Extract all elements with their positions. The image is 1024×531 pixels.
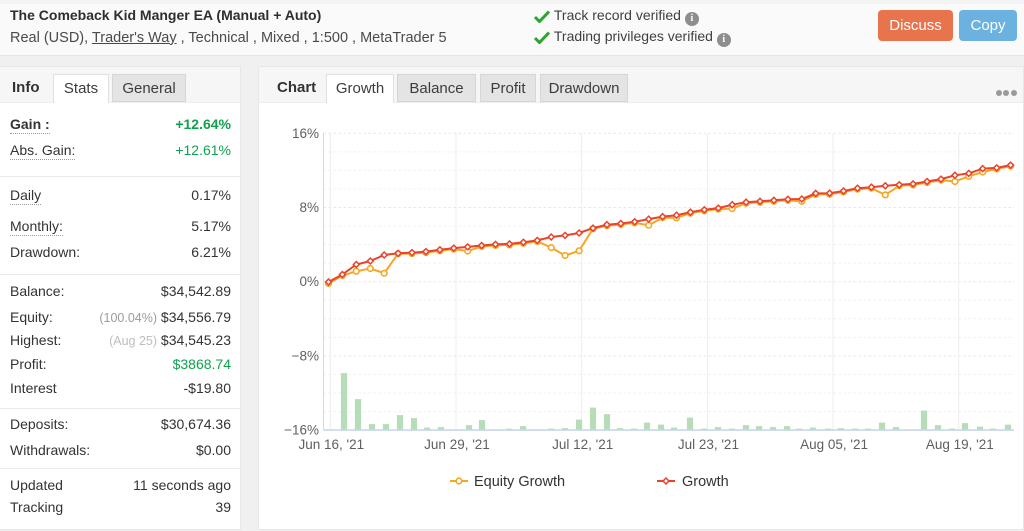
svg-text:16%: 16% [292, 126, 319, 141]
svg-text:Growth: Growth [682, 474, 729, 490]
svg-text:Equity Growth: Equity Growth [474, 474, 565, 490]
svg-text:Aug 19, '21: Aug 19, '21 [926, 437, 994, 452]
svg-text:8%: 8% [299, 200, 319, 215]
svg-text:Aug 05, '21: Aug 05, '21 [800, 437, 868, 452]
svg-text:Jul 12, '21: Jul 12, '21 [552, 437, 613, 452]
svg-text:−16%: −16% [284, 423, 319, 438]
svg-text:0%: 0% [299, 274, 319, 289]
svg-text:Jun 29, '21: Jun 29, '21 [424, 437, 490, 452]
svg-text:Jun 16, '21: Jun 16, '21 [298, 437, 364, 452]
svg-text:Jul 23, '21: Jul 23, '21 [678, 437, 739, 452]
svg-text:−8%: −8% [292, 348, 319, 363]
